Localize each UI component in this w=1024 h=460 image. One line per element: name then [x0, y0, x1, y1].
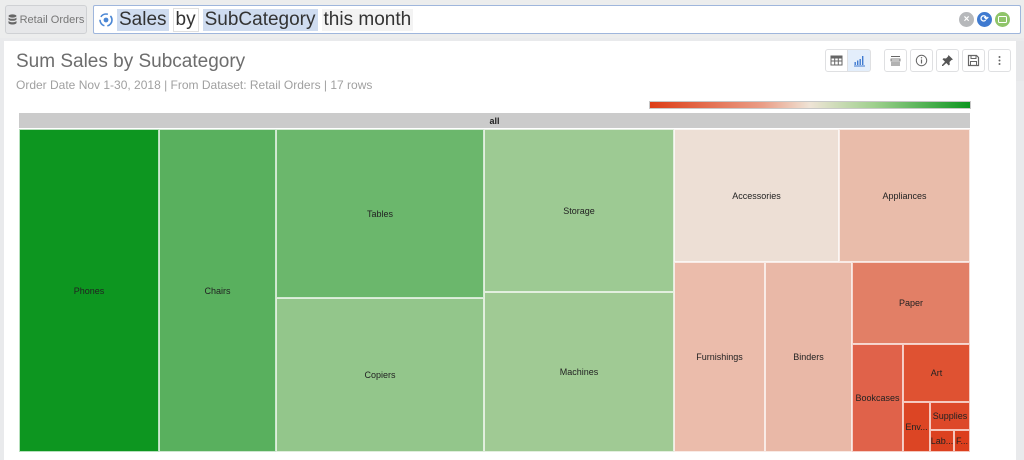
treemap-cell[interactable]: Bookcases [852, 344, 903, 452]
treemap-cell[interactable]: Accessories [674, 129, 839, 262]
treemap-cell[interactable]: Paper [852, 262, 970, 344]
treemap-cell-label: Machines [559, 367, 599, 377]
table-icon [830, 55, 843, 66]
info-icon [915, 54, 928, 67]
treemap-cell-label: Furnishings [696, 352, 743, 362]
treemap-cell[interactable]: Tables [276, 129, 484, 298]
dataset-label: Retail Orders [19, 13, 85, 26]
treemap-cell[interactable]: Supplies [930, 402, 970, 430]
search-input[interactable]: Sales by SubCategory this month × ⟳ [93, 5, 1021, 34]
treemap-cell-label: Appliances [882, 190, 927, 201]
scrollbar[interactable] [1016, 41, 1024, 81]
chart-actions [884, 49, 1014, 72]
refresh-query-button[interactable]: ⟳ [977, 12, 992, 27]
treemap-cell-label: Copiers [364, 370, 396, 380]
treemap-cell[interactable]: Storage [484, 129, 674, 292]
treemap-root-header[interactable]: all [19, 113, 970, 128]
treemap-cell-label: Art [930, 368, 943, 378]
open-folder-button[interactable] [995, 12, 1010, 27]
folder-icon [998, 16, 1007, 23]
query-token-by[interactable]: by [172, 7, 199, 32]
treemap-cell-label: Phones [73, 285, 105, 296]
color-scale-legend [649, 101, 971, 109]
treemap-cell[interactable]: Binders [765, 262, 852, 452]
list-settings-icon [890, 56, 901, 66]
treemap-cell[interactable]: Lab... [930, 430, 954, 452]
root-label: all [489, 115, 500, 126]
save-button[interactable] [962, 49, 985, 72]
query-token-timeframe[interactable]: this month [321, 8, 414, 31]
bar-chart-icon [853, 56, 865, 67]
view-toggle-group [825, 49, 871, 72]
chart-subtitle: Order Date Nov 1-30, 2018 | From Dataset… [16, 78, 373, 92]
treemap-cell-label: Binders [793, 352, 824, 362]
treemap-cell-label: Env... [905, 422, 928, 432]
query-token-measure[interactable]: Sales [117, 8, 169, 31]
treemap-cell-label: F... [955, 436, 968, 446]
pin-icon [942, 55, 953, 66]
more-button[interactable] [988, 49, 1011, 72]
query-token-dimension[interactable]: SubCategory [202, 8, 318, 31]
treemap-cell-label: Supplies [932, 411, 968, 421]
settings-button[interactable] [884, 49, 907, 72]
pin-button[interactable] [936, 49, 959, 72]
clear-query-button[interactable]: × [959, 12, 974, 27]
table-view-button[interactable] [825, 49, 848, 72]
treemap-cell[interactable]: Env... [903, 402, 930, 452]
more-vertical-icon [998, 56, 1001, 65]
query-bar: Retail Orders Sales by SubCategory this … [0, 0, 1024, 38]
dataset-selector-button[interactable]: Retail Orders [5, 5, 87, 34]
search-actions: × ⟳ [959, 12, 1010, 27]
treemap-cell[interactable]: Chairs [159, 129, 276, 452]
treemap-cell-label: Chairs [204, 285, 231, 296]
treemap-cell-label: Paper [898, 298, 924, 308]
treemap-cell[interactable]: Furnishings [674, 262, 765, 452]
database-icon [8, 14, 17, 25]
treemap-cell[interactable]: Machines [484, 292, 674, 452]
treemap-cell-label: Bookcases [855, 393, 900, 403]
chart-title: Sum Sales by Subcategory [16, 51, 246, 72]
save-icon [967, 54, 980, 67]
close-icon: × [963, 14, 970, 25]
query-logo-icon [99, 12, 113, 27]
treemap-cell-label: Tables [366, 208, 393, 219]
treemap-cell[interactable]: Copiers [276, 298, 484, 452]
refresh-icon: ⟳ [980, 14, 989, 25]
treemap-cell-label: Storage [563, 205, 595, 216]
treemap-cell-label: Accessories [732, 190, 781, 201]
treemap-cell[interactable]: F... [954, 430, 970, 452]
treemap-cell-label: Lab... [930, 436, 954, 446]
treemap-cell[interactable]: Phones [19, 129, 159, 452]
info-button[interactable] [910, 49, 933, 72]
chart-view-button[interactable] [848, 49, 871, 72]
treemap-cell[interactable]: Art [903, 344, 970, 402]
treemap-cell[interactable]: Appliances [839, 129, 970, 262]
